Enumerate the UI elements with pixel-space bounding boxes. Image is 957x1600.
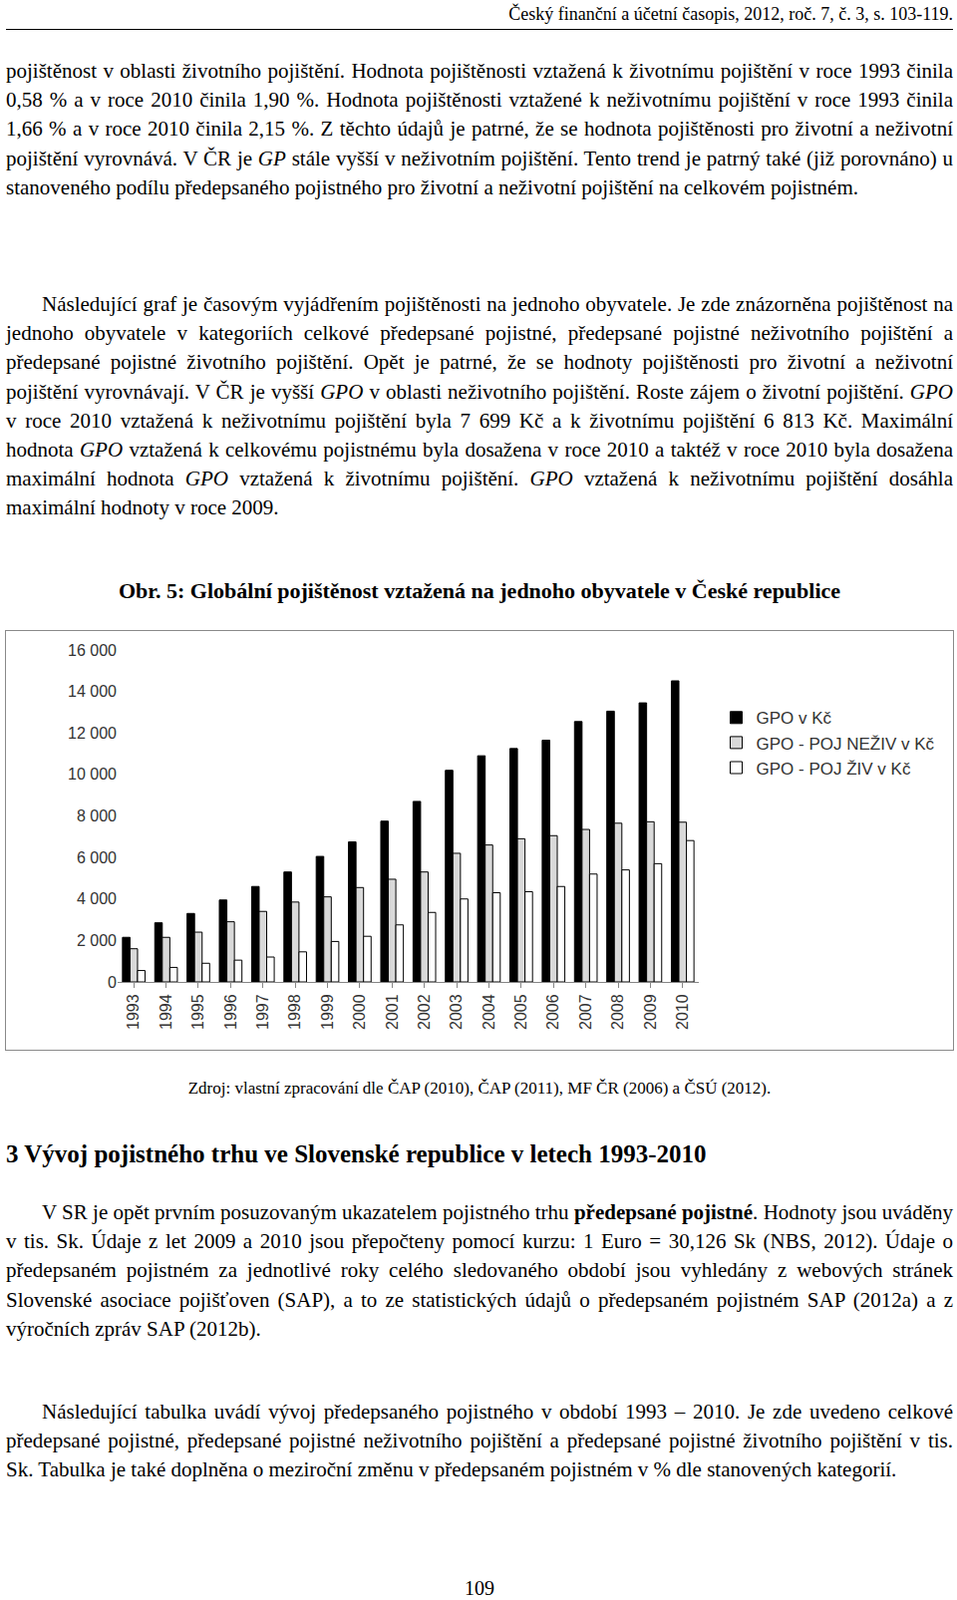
svg-text:10 000: 10 000 [67, 765, 117, 783]
svg-text:8 000: 8 000 [76, 807, 117, 825]
svg-text:1994: 1994 [157, 993, 175, 1030]
svg-text:1996: 1996 [222, 993, 240, 1030]
html-text:pojištěnost v oblasti životníh: pojištěnost v oblasti životního pojištěn… [5, 58, 954, 200]
html-text:Následující tabulka uvádí vývo: Následující tabulka uvádí vývoj předepsa… [5, 1399, 954, 1482]
svg-text:2010: 2010 [673, 993, 691, 1030]
svg-text:0: 0 [107, 973, 117, 991]
svg-text:2000: 2000 [350, 993, 368, 1030]
html-text:3 Vývoj pojistného trhu ve Slo: 3 Vývoj pojistného trhu ve Slovenské rep… [5, 1140, 707, 1168]
svg-text:14 000: 14 000 [67, 682, 117, 700]
svg-text:1999: 1999 [319, 993, 336, 1030]
svg-text:1993: 1993 [124, 993, 142, 1030]
svg-text:2001: 2001 [383, 993, 401, 1030]
html-text:109: 109 [464, 1577, 495, 1599]
html-text:Následující graf je časovým vy: Následující graf je časovým vyjádřením p… [5, 292, 954, 404]
svg-text:GPO - POJ ŽIV v Kč: GPO - POJ ŽIV v Kč [755, 759, 911, 779]
svg-text:16 000: 16 000 [67, 641, 117, 659]
html-text:V SR je opět prvním posuzovaný: V SR je opět prvním posuzovaným ukazatel… [5, 1200, 954, 1341]
svg-text:1997: 1997 [254, 993, 272, 1030]
svg-text:GPO v Kč: GPO v Kč [755, 708, 832, 728]
svg-text:1998: 1998 [286, 993, 304, 1030]
svg-text:6 000: 6 000 [76, 849, 117, 867]
html-text:Obr. 5: Globální pojištěnost v: Obr. 5: Globální pojištěnost vztažená na… [118, 578, 841, 604]
svg-text:2008: 2008 [609, 993, 627, 1030]
svg-text:2007: 2007 [577, 993, 595, 1030]
svg-text:2004: 2004 [480, 993, 498, 1030]
svg-text:2002: 2002 [415, 993, 433, 1030]
svg-text:GPO - POJ NEŽIV v Kč: GPO - POJ NEŽIV v Kč [755, 734, 935, 754]
svg-text:1995: 1995 [189, 993, 207, 1030]
svg-text:12 000: 12 000 [67, 724, 117, 742]
svg-text:4 000: 4 000 [76, 890, 117, 908]
html-text:Český finanční a účetní časopi: Český finanční a účetní časopis, 2012, r… [508, 3, 954, 24]
svg-text:2 000: 2 000 [76, 932, 117, 950]
html-text:v roce 2010 vztažená k neživot: v roce 2010 vztažená k neživotnímu pojiš… [5, 408, 954, 520]
svg-text:2009: 2009 [641, 993, 659, 1030]
svg-text:2003: 2003 [447, 993, 465, 1030]
svg-text:2006: 2006 [544, 993, 562, 1030]
html-text:Zdroj: vlastní zpracování dle: Zdroj: vlastní zpracování dle ČAP (2010)… [188, 1078, 771, 1098]
svg-text:2005: 2005 [512, 993, 530, 1030]
